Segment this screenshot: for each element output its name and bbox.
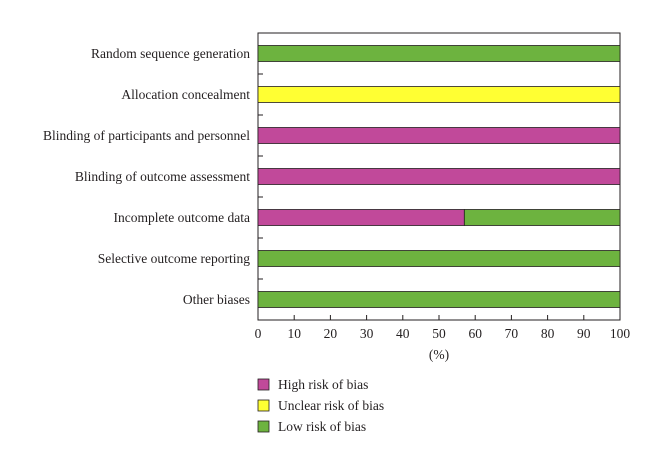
x-tick-label: 20 — [324, 326, 338, 341]
bar-segment — [257, 127, 621, 144]
bar-segment — [257, 209, 465, 226]
legend-swatch — [257, 399, 270, 412]
legend-swatch — [257, 378, 270, 391]
bar-segment — [463, 209, 621, 226]
x-tick-label: 0 — [255, 326, 262, 341]
bar-segment — [257, 168, 621, 185]
x-tick-label: 90 — [577, 326, 591, 341]
legend-label: Unclear risk of bias — [278, 398, 384, 413]
x-tick-label: 70 — [505, 326, 519, 341]
category-label: Other biases — [183, 292, 250, 307]
x-axis-title: (%) — [429, 347, 449, 362]
x-tick-label: 10 — [287, 326, 301, 341]
legend-label: High risk of bias — [278, 377, 368, 392]
x-tick-label: 80 — [541, 326, 555, 341]
x-tick-label: 30 — [360, 326, 374, 341]
x-tick-label: 40 — [396, 326, 410, 341]
category-label: Blinding of outcome assessment — [75, 169, 250, 184]
category-label: Blinding of participants and personnel — [43, 128, 250, 143]
x-tick-label: 100 — [610, 326, 631, 341]
legend-swatch — [257, 420, 270, 433]
category-label: Allocation concealment — [121, 87, 250, 102]
x-tick-label: 50 — [432, 326, 446, 341]
category-label: Selective outcome reporting — [98, 251, 250, 266]
x-tick-label: 60 — [468, 326, 482, 341]
legend-label: Low risk of bias — [278, 419, 366, 434]
bar-segment — [257, 86, 621, 103]
bar-segment — [257, 45, 621, 62]
legend: High risk of bias Unclear risk of bias Low… — [257, 377, 384, 434]
category-label: Incomplete outcome data — [114, 210, 250, 225]
category-label: Random sequence generation — [91, 46, 250, 61]
bar-segment — [257, 250, 621, 267]
plot-area: Random sequence generation Allocation con… — [43, 32, 631, 362]
bar-segment — [257, 291, 621, 308]
